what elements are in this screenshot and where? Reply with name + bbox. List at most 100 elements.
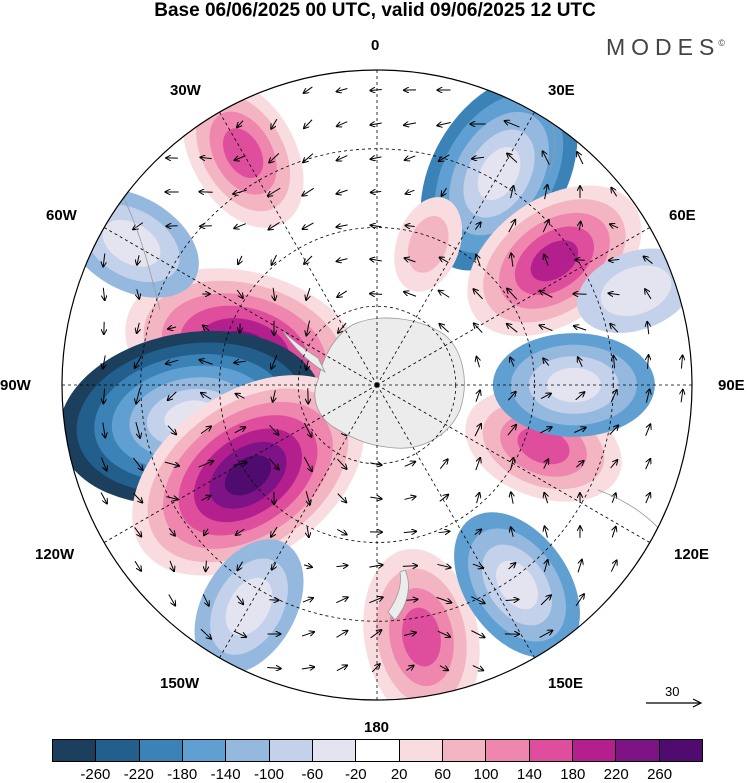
wind-vector-arrow [337, 493, 346, 503]
wind-vector-arrow [645, 289, 652, 300]
wind-vector-arrow [540, 427, 551, 434]
wind-vector-arrow [646, 389, 649, 403]
wind-vector-arrow [575, 594, 584, 607]
colorbar-tick-label: -20 [344, 766, 367, 783]
colorbar-tick-label: 60 [434, 766, 451, 783]
wind-vector-arrow [474, 529, 481, 535]
wind-vector-arrow [439, 459, 447, 469]
wind-vector-arrow [545, 526, 548, 538]
lon-label-30w: 30W [170, 82, 201, 99]
wind-vector-arrow [168, 527, 175, 535]
wind-vector-arrow [336, 631, 348, 638]
map-boundary [61, 69, 693, 701]
wind-vector-arrow [544, 560, 547, 573]
wind-vector-arrow [304, 422, 311, 437]
colorbar-swatch [529, 740, 573, 761]
wind-vector-arrow [168, 391, 177, 400]
wind-vector-arrow [199, 192, 213, 193]
colorbar-swatch [312, 740, 357, 761]
antarctica-landmass [314, 317, 465, 449]
wind-vector-arrow [507, 324, 518, 333]
colorbar-swatch [53, 740, 97, 761]
wind-vector-arrow [404, 123, 417, 125]
wind-vector-arrow [543, 151, 550, 165]
wind-vector-arrow [475, 458, 480, 471]
wind-vector-arrow [103, 388, 104, 404]
wind-vector-arrow [511, 527, 514, 537]
wind-vector-arrow [609, 260, 620, 261]
wind-vector-arrow [236, 289, 243, 298]
wind-vector-arrow [472, 665, 484, 671]
wind-vector-arrow [613, 356, 614, 369]
wind-vector-arrow [237, 120, 244, 128]
wind-vector-arrow [543, 459, 549, 469]
wind-vector-arrow [370, 497, 381, 499]
wind-vector-arrow [301, 667, 314, 669]
anomaly-contour [222, 128, 264, 179]
wind-vector-arrow [544, 493, 547, 504]
anomaly-contour [225, 577, 273, 636]
colorbar-swatch [572, 740, 617, 761]
wind-vector-arrow [238, 255, 242, 264]
wind-vector-arrow [511, 186, 514, 199]
lon-label-150w: 150W [160, 675, 200, 692]
lon-label-90e: 90E [718, 377, 745, 394]
wind-vector-arrow [371, 664, 379, 673]
wind-vector-arrow [337, 155, 348, 161]
wind-vector-arrow [436, 596, 452, 602]
wind-vector-arrow [440, 257, 449, 263]
modes-logo: MODES© [606, 34, 725, 61]
colorbar-tick-label: -260 [80, 766, 111, 783]
wind-vector-arrow [370, 630, 382, 639]
wind-vector-arrow [166, 360, 179, 364]
colorbar-swatch [486, 740, 530, 761]
wind-vector-arrow [511, 492, 513, 504]
wind-vector-arrow [200, 628, 211, 639]
wind-vector-arrow [303, 153, 314, 163]
wind-vector-arrow [539, 631, 553, 638]
wind-vector-arrow [237, 561, 243, 571]
wind-vector-arrow [268, 458, 278, 470]
wind-vector-arrow [306, 287, 310, 300]
lon-label-120e: 120E [674, 546, 710, 563]
wind-vector-arrow [612, 527, 616, 538]
colorbar-swatch [139, 740, 183, 761]
wind-vector-arrow [369, 565, 382, 567]
meridian-line [376, 384, 535, 658]
wind-vector-arrow [645, 459, 651, 470]
lon-label-60w: 60W [46, 207, 77, 224]
wind-vector-arrow [540, 595, 551, 606]
wind-vector-arrow [271, 355, 278, 369]
wind-vector-arrow [540, 393, 551, 400]
wind-vector-arrow [201, 496, 211, 501]
wind-vector-arrow [272, 562, 276, 569]
wind-vector-arrow [439, 324, 449, 333]
wind-vector-arrow [302, 187, 314, 195]
wind-vector-arrow [370, 123, 382, 125]
lon-label-120w: 120W [35, 546, 75, 563]
wind-vector-arrow [645, 493, 650, 504]
wind-vector-arrow [100, 492, 107, 503]
wind-vector-arrow [338, 322, 347, 333]
wind-vector-arrow [164, 461, 179, 466]
wind-vector-arrow [403, 633, 416, 636]
wind-vector-arrow [474, 323, 483, 334]
wind-vector-arrow [508, 563, 516, 570]
wind-vector-arrow [134, 527, 142, 536]
wind-vector-arrow [439, 495, 449, 502]
colorbar-swatch [399, 740, 443, 761]
meridian-line [219, 384, 378, 658]
wind-vector-arrow [103, 355, 105, 368]
wind-vector-arrow [136, 388, 141, 403]
wind-vector-arrow [134, 560, 141, 571]
wind-vector-arrow [406, 190, 415, 194]
wind-vector-arrow [610, 390, 616, 403]
meridian-line [104, 227, 378, 386]
wind-vector-arrow [507, 425, 516, 436]
wind-vector-arrow [336, 665, 347, 672]
wind-vector-arrow [198, 461, 214, 468]
wind-vector-arrow [103, 287, 104, 300]
wind-vector-arrow [505, 599, 519, 600]
wind-vector-arrow [166, 497, 177, 500]
colorbar-tick-label: -100 [253, 766, 285, 783]
